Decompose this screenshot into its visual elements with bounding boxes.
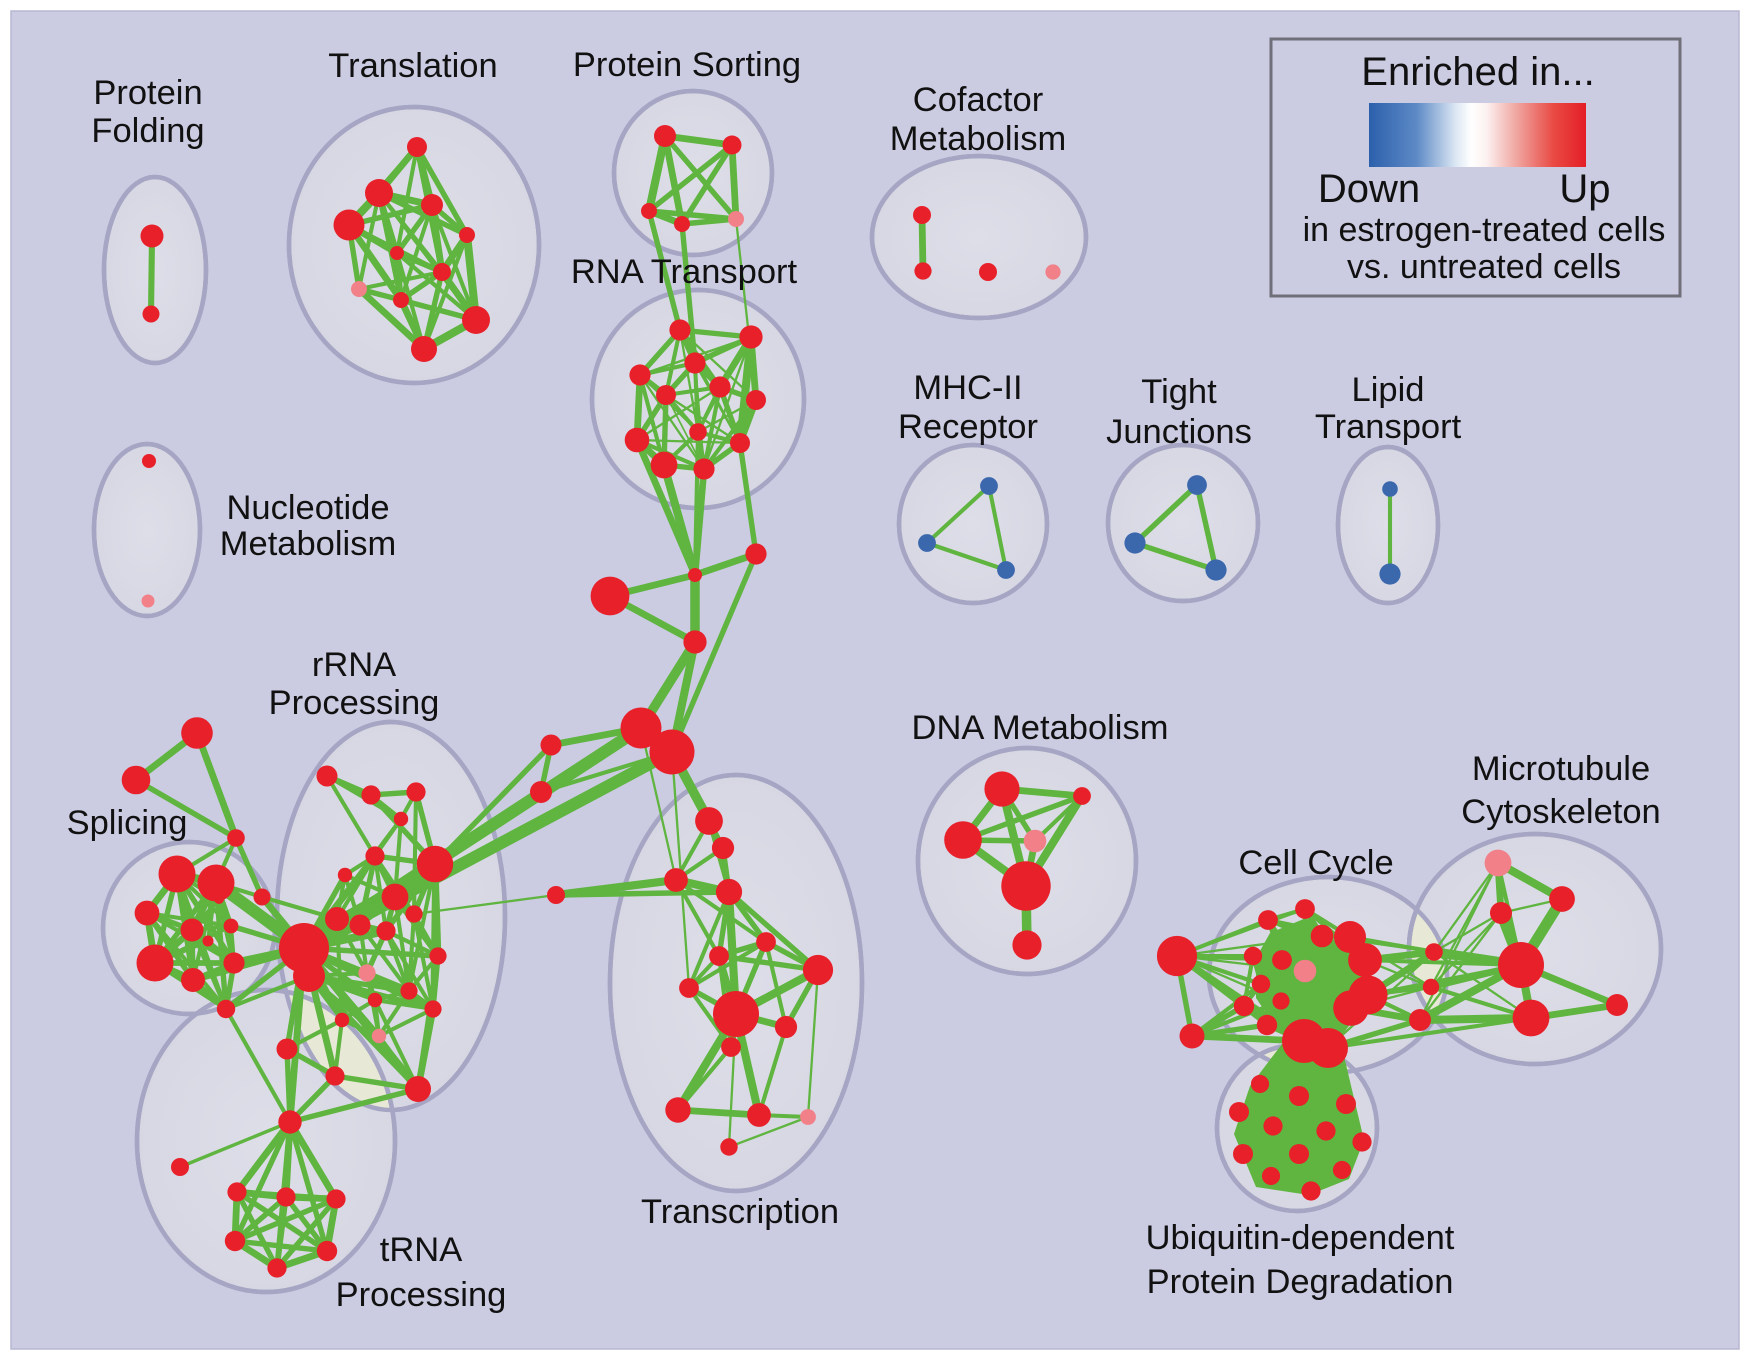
svg-text:in estrogen-treated cells: in estrogen-treated cells: [1303, 211, 1666, 249]
svg-text:Cofactor: Cofactor: [913, 81, 1043, 119]
svg-text:Metabolism: Metabolism: [220, 525, 396, 563]
svg-text:Folding: Folding: [91, 112, 204, 150]
svg-text:Metabolism: Metabolism: [890, 120, 1066, 158]
svg-text:Transport: Transport: [1315, 408, 1462, 446]
svg-text:rRNA: rRNA: [312, 646, 396, 684]
svg-text:Tight: Tight: [1141, 373, 1217, 411]
svg-text:Receptor: Receptor: [898, 408, 1038, 446]
svg-text:Processing: Processing: [269, 684, 440, 722]
svg-text:tRNA: tRNA: [380, 1231, 462, 1269]
svg-text:Enriched in...: Enriched in...: [1361, 50, 1594, 94]
svg-text:DNA Metabolism: DNA Metabolism: [912, 709, 1169, 747]
svg-text:Protein: Protein: [93, 74, 202, 112]
svg-text:Protein Sorting: Protein Sorting: [573, 46, 801, 84]
svg-text:vs. untreated cells: vs. untreated cells: [1347, 248, 1621, 286]
svg-text:Processing: Processing: [336, 1276, 507, 1314]
svg-text:RNA Transport: RNA Transport: [571, 253, 798, 291]
svg-text:MHC-II: MHC-II: [913, 369, 1022, 407]
svg-text:Lipid: Lipid: [1352, 371, 1425, 409]
svg-text:Nucleotide: Nucleotide: [226, 489, 389, 527]
svg-text:Transcription: Transcription: [641, 1193, 839, 1231]
svg-text:Protein Degradation: Protein Degradation: [1147, 1263, 1454, 1301]
svg-text:Splicing: Splicing: [67, 804, 188, 842]
svg-text:Down: Down: [1318, 167, 1420, 211]
svg-text:Translation: Translation: [328, 47, 497, 85]
svg-text:Cytoskeleton: Cytoskeleton: [1461, 793, 1660, 831]
svg-text:Up: Up: [1559, 167, 1610, 211]
svg-text:Junctions: Junctions: [1106, 413, 1252, 451]
svg-text:Cell Cycle: Cell Cycle: [1238, 844, 1393, 882]
svg-text:Ubiquitin-dependent: Ubiquitin-dependent: [1146, 1219, 1455, 1257]
svg-text:Microtubule: Microtubule: [1472, 750, 1650, 788]
